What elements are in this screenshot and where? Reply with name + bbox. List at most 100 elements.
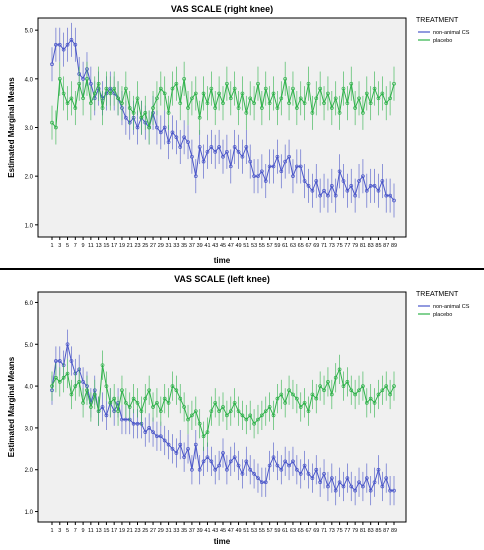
data-point [162, 91, 167, 96]
x-tick-label: 87 [383, 528, 389, 534]
legend-entry: placebo [433, 312, 452, 318]
data-point [104, 384, 109, 388]
data-point [271, 413, 276, 418]
data-point [120, 101, 124, 106]
data-point [302, 101, 307, 106]
x-tick-label: 13 [96, 528, 102, 534]
data-point [221, 405, 225, 409]
x-tick-label: 31 [166, 243, 172, 249]
data-point [252, 174, 256, 179]
data-point [275, 396, 280, 401]
data-point [267, 164, 272, 169]
data-point [96, 409, 101, 414]
data-point [182, 135, 186, 140]
data-point [263, 86, 268, 91]
data-point [271, 455, 276, 460]
data-point [294, 106, 299, 110]
data-point [376, 392, 381, 397]
data-point [368, 184, 373, 188]
data-point [221, 154, 225, 159]
data-point [151, 106, 155, 110]
x-tick-label: 39 [197, 528, 203, 534]
data-point [213, 106, 218, 110]
data-point [205, 101, 210, 106]
data-point [298, 405, 303, 409]
data-point [127, 405, 132, 409]
data-point [267, 405, 272, 409]
data-point [372, 86, 377, 91]
x-tick-label: 21 [127, 243, 133, 249]
chart-title: VAS SCALE (left knee) [174, 274, 270, 284]
x-tick-label: 47 [228, 243, 234, 249]
y-tick-label: 3.0 [25, 126, 34, 132]
x-tick-label: 45 [220, 243, 226, 249]
x-tick-label: 27 [150, 243, 156, 249]
data-point [353, 106, 357, 110]
x-tick-label: 25 [142, 528, 148, 534]
x-tick-label: 63 [290, 243, 296, 249]
data-point [73, 42, 78, 47]
data-point [361, 174, 365, 179]
data-point [337, 367, 342, 372]
x-tick-label: 55 [259, 243, 265, 249]
x-tick-label: 11 [88, 528, 94, 534]
data-point [275, 154, 280, 159]
data-point [256, 174, 260, 179]
panel-divider [0, 268, 484, 270]
data-point [81, 96, 85, 101]
data-point [162, 438, 167, 443]
data-point [155, 400, 159, 405]
data-point [69, 38, 74, 42]
data-point [81, 380, 85, 384]
x-tick-label: 69 [313, 528, 319, 534]
data-point [213, 400, 218, 405]
data-point [201, 159, 206, 164]
data-point [306, 184, 311, 188]
data-point [217, 409, 221, 414]
legend-title: TREATMENT [416, 17, 459, 24]
data-point [228, 164, 233, 169]
y-tick-label: 2.0 [25, 175, 34, 181]
x-tick-label: 5 [66, 243, 69, 249]
data-point [205, 430, 210, 434]
data-point [50, 120, 54, 125]
data-point [57, 76, 62, 81]
series-line [51, 344, 394, 492]
data-point [197, 115, 202, 120]
data-point [174, 135, 179, 140]
x-tick-label: 39 [197, 243, 203, 249]
data-point [143, 430, 148, 434]
data-point [108, 400, 113, 405]
data-point [139, 115, 144, 120]
data-point [306, 409, 311, 414]
x-tick-label: 7 [74, 528, 77, 534]
data-point [388, 96, 392, 101]
data-point [61, 91, 66, 96]
data-point [326, 380, 330, 384]
data-point [92, 91, 97, 96]
data-point [178, 101, 183, 106]
data-point [345, 101, 350, 106]
data-point [131, 396, 136, 401]
data-point [353, 193, 357, 198]
data-point [182, 455, 186, 460]
x-tick-label: 53 [251, 528, 257, 534]
data-point [178, 145, 183, 149]
data-point [158, 409, 163, 414]
data-point [170, 86, 175, 91]
data-point [329, 476, 334, 480]
data-point [329, 392, 334, 397]
data-point [267, 101, 272, 106]
data-point [248, 159, 253, 164]
data-point [151, 405, 155, 409]
data-point [357, 179, 361, 183]
data-point [186, 417, 190, 422]
data-point [197, 467, 202, 472]
data-point [240, 472, 245, 476]
data-point [337, 111, 342, 115]
data-point [384, 193, 389, 198]
x-tick-label: 25 [142, 243, 148, 249]
data-point [279, 392, 284, 397]
x-tick-label: 37 [189, 528, 195, 534]
series-line [51, 78, 395, 129]
